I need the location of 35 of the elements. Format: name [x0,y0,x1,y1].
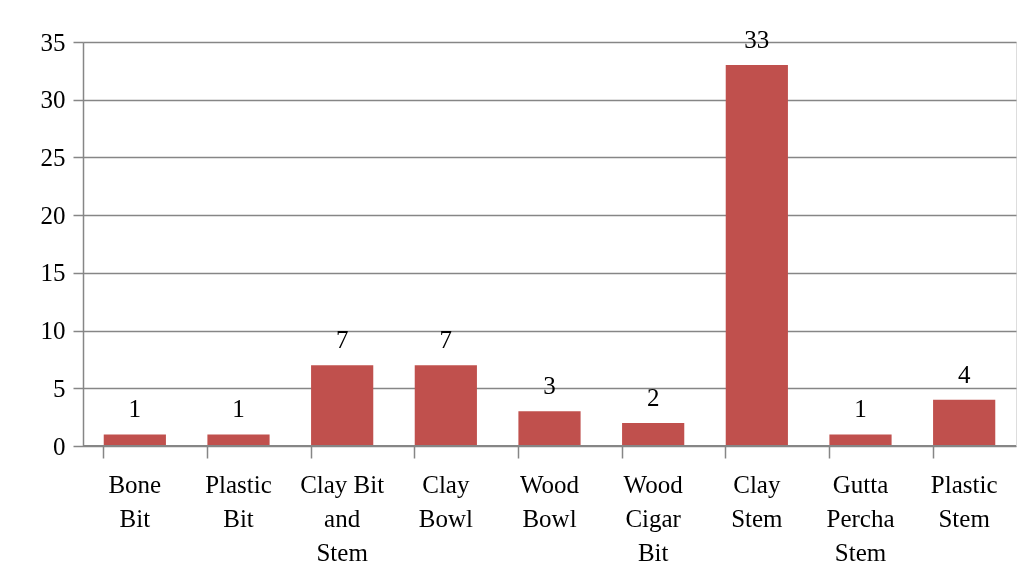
x-tick-label: Wood Cigar Bit [623,470,684,566]
data-label: 33 [744,26,770,54]
data-label: 7 [335,326,349,354]
data-label: 3 [543,372,556,400]
x-tick-label: Clay Bowl [418,470,473,532]
y-tick-label: 15 [40,259,66,287]
x-tick-label: Clay Bit and Stem [300,470,385,566]
bar [933,399,996,446]
data-label: 1 [128,395,142,423]
y-tick-label: 10 [40,317,66,345]
y-tick-label: 25 [40,143,66,171]
bar [829,434,892,446]
bar [311,365,374,446]
data-label: 4 [957,360,971,388]
x-tick-label: Clay Stem [731,470,784,532]
x-tick-label: Plastic Stem [930,470,998,532]
bar [622,422,685,446]
bar [414,365,477,446]
y-tick-label: 30 [40,86,66,114]
y-tick-label: 35 [40,28,66,56]
y-tick-label: 5 [53,374,66,402]
y-tick-label: 20 [40,201,66,229]
bar [207,434,270,446]
data-label: 7 [439,326,453,354]
x-tick-label: Wood Bowl [519,470,580,532]
data-label: 2 [646,383,660,411]
x-tick-label: Bone Bit [108,470,162,532]
y-tick-label: 0 [53,432,66,460]
bar [725,65,788,446]
bar [518,411,581,446]
x-tick-label: Plastic Bit [205,470,272,532]
data-label: 1 [854,395,867,423]
data-label: 1 [232,395,245,423]
x-tick-label: Gutta Percha Stem [826,470,895,566]
bar [103,434,166,446]
